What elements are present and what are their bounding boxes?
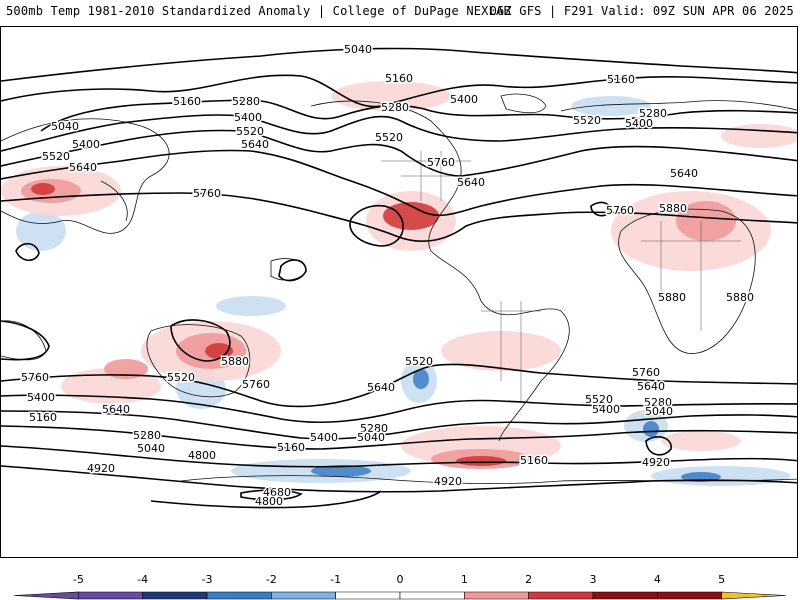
contour-label: 5880 bbox=[659, 202, 687, 215]
contour-label: 5160 bbox=[173, 95, 201, 108]
colorbar-segment bbox=[13, 591, 79, 600]
contour-label: 5760 bbox=[193, 187, 221, 200]
contour-label: 5520 bbox=[585, 393, 613, 406]
contour-label: 5400 bbox=[234, 111, 262, 124]
coastlines bbox=[1, 93, 797, 485]
colorbar-segment bbox=[142, 591, 208, 600]
colorbar-segment bbox=[528, 591, 594, 600]
model-run-info: 06Z GFS | F291 Valid: 09Z SUN APR 06 202… bbox=[489, 4, 794, 18]
colorbar-tick-label: -5 bbox=[73, 573, 84, 586]
colorbar-tick-labels: -5 -4 -3 -2 -1 0 1 2 3 4 5 bbox=[73, 573, 725, 586]
contour-label: 5040 bbox=[344, 43, 372, 56]
contour-label: 5160 bbox=[607, 73, 635, 86]
colorbar-segment bbox=[78, 591, 143, 600]
contour-label: 4920 bbox=[642, 456, 670, 469]
strong-warm-anomaly bbox=[31, 183, 506, 466]
colorbar-segment bbox=[464, 591, 529, 600]
strong-cold-anomaly bbox=[311, 369, 721, 482]
contour-label: 5760 bbox=[632, 366, 660, 379]
contour-label: 5280 bbox=[639, 107, 667, 120]
contour-label: 5520 bbox=[236, 125, 264, 138]
contour-label: 5280 bbox=[381, 101, 409, 114]
contour-label: 5520 bbox=[167, 371, 195, 384]
contour-label: 5400 bbox=[310, 431, 338, 444]
contour-label: 5520 bbox=[375, 131, 403, 144]
colorbar-segment bbox=[592, 591, 658, 600]
colorbar-segment bbox=[271, 591, 336, 600]
map-title: 500mb Temp 1981-2010 Standardized Anomal… bbox=[6, 4, 511, 18]
contour-label: 4800 bbox=[255, 495, 283, 508]
contour-label: 5160 bbox=[277, 441, 305, 454]
contour-label: 5400 bbox=[625, 117, 653, 130]
contour-label: 5880 bbox=[726, 291, 754, 304]
contour-label: 5760 bbox=[21, 371, 49, 384]
contour-label: 5280 bbox=[644, 396, 672, 409]
colorbar-tick-label: -2 bbox=[266, 573, 277, 586]
contour-label: 5160 bbox=[520, 454, 548, 467]
contour-label: 5640 bbox=[102, 403, 130, 416]
contour-label: 4800 bbox=[188, 449, 216, 462]
contour-label: 5160 bbox=[29, 411, 57, 424]
contour-label: 5040 bbox=[357, 431, 385, 444]
colorbar-tick-label: -4 bbox=[137, 573, 148, 586]
contour-label: 5880 bbox=[658, 291, 686, 304]
contour-label: 5400 bbox=[72, 138, 100, 151]
moderate-warm-anomaly bbox=[21, 179, 736, 469]
contour-label: 5640 bbox=[367, 381, 395, 394]
contour-label: 5640 bbox=[241, 138, 269, 151]
anomaly-colorbar: -5 -4 -3 -2 -1 0 1 2 3 4 5 bbox=[13, 573, 787, 600]
colorbar-tick-label: 0 bbox=[397, 573, 404, 586]
colorbar-tick-label: -1 bbox=[330, 573, 341, 586]
contour-label: 5400 bbox=[592, 403, 620, 416]
contour-label: 5640 bbox=[637, 380, 665, 393]
contour-label: 5160 bbox=[385, 72, 413, 85]
contour-label: 5760 bbox=[606, 204, 634, 217]
contour-label: 5400 bbox=[27, 391, 55, 404]
contour-label: 5280 bbox=[360, 422, 388, 435]
contour-label: 4680 bbox=[263, 486, 291, 499]
colorbar-tick-label: 4 bbox=[654, 573, 661, 586]
contour-label: 5040 bbox=[645, 405, 673, 418]
contour-label: 5520 bbox=[405, 355, 433, 368]
colorbar-tick-label: 2 bbox=[525, 573, 532, 586]
political-borders bbox=[381, 151, 741, 401]
contour-label: 5760 bbox=[427, 156, 455, 169]
contour-label: 5640 bbox=[670, 167, 698, 180]
height-contours bbox=[1, 47, 797, 509]
colorbar-segment bbox=[399, 591, 465, 600]
map-panel: 5040 5160 5160 5160 5280 5400 5520 5640 5040 5400… bbox=[0, 26, 798, 558]
colorbar-tick-label: 5 bbox=[718, 573, 725, 586]
contour-label: 5280 bbox=[133, 429, 161, 442]
contour-label: 5640 bbox=[457, 176, 485, 189]
contour-label: 5880 bbox=[221, 355, 249, 368]
colorbar-segment bbox=[206, 591, 272, 600]
contour-label: 5520 bbox=[42, 150, 70, 163]
contour-label: 4920 bbox=[434, 475, 462, 488]
contour-label: 5040 bbox=[51, 120, 79, 133]
contour-label: 5640 bbox=[69, 161, 97, 174]
contour-label: 5400 bbox=[450, 93, 478, 106]
colorbar-segment bbox=[721, 591, 787, 600]
contour-label: 4920 bbox=[87, 462, 115, 475]
contour-label: 5520 bbox=[573, 114, 601, 127]
colorbar-segment bbox=[657, 591, 722, 600]
contour-label: 5280 bbox=[232, 95, 260, 108]
colorbar-tick-label: -3 bbox=[202, 573, 213, 586]
contour-label: 5040 bbox=[137, 442, 165, 455]
colorbar-tick-label: 1 bbox=[461, 573, 468, 586]
colorbar-segments bbox=[13, 591, 787, 600]
colorbar-tick-label: 3 bbox=[590, 573, 597, 586]
colorbar-segment bbox=[335, 591, 401, 600]
contour-label: 5760 bbox=[242, 378, 270, 391]
